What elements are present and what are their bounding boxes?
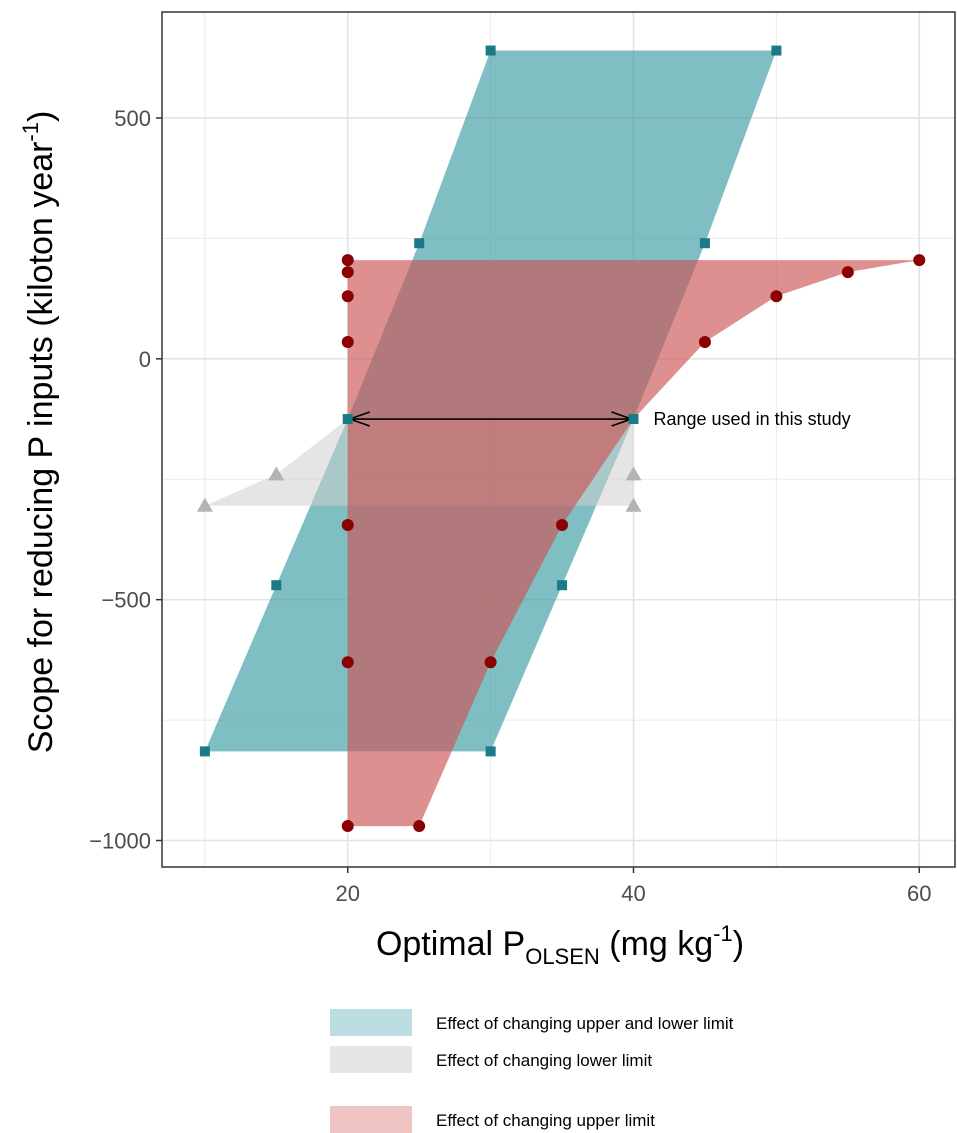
x-axis-title-superscript: -1 [713, 921, 733, 946]
y-tick-label: 0 [139, 347, 151, 372]
marker-square-point [199, 746, 210, 757]
area-upper [347, 260, 920, 827]
marker-circle-point [341, 254, 354, 267]
plot-border [161, 11, 956, 868]
y-axis-title-superscript: -1 [18, 122, 43, 142]
marker-square-point [771, 45, 782, 56]
y-tick-label: −1000 [89, 829, 151, 854]
marker-circle-point [341, 290, 354, 303]
marker-square-point [628, 414, 639, 425]
legend-label-lower: Effect of changing lower limit [436, 1051, 652, 1070]
legend: Effect of changing upper and lower limit… [330, 1009, 734, 1133]
marker-circle-point [770, 290, 783, 303]
marker-triangle-point [268, 466, 285, 481]
annotation-label: Range used in this study [654, 409, 851, 429]
x-axis-title-close: ) [733, 925, 744, 963]
marker-circle-point [913, 254, 926, 267]
y-axis-title: Scope for reducing P inputs (kiloton yea… [18, 111, 60, 754]
marker-circle-point [341, 266, 354, 279]
y-tick-label: 500 [114, 106, 151, 131]
marker-square-point [271, 580, 282, 591]
y-axis-title-main: Scope for reducing P inputs (kiloton yea… [22, 142, 60, 754]
x-tick-label: 20 [336, 881, 360, 906]
legend-key-upper [330, 1106, 412, 1133]
marker-square-point [485, 45, 496, 56]
legend-key-lower [330, 1046, 412, 1073]
marker-triangle-point [196, 497, 213, 512]
legend-key-upper-lower [330, 1009, 412, 1036]
marker-circle-point [341, 656, 354, 669]
marker-circle-point [413, 820, 426, 833]
x-axis-title-unit: (mg kg [600, 925, 713, 963]
series-points [196, 45, 926, 833]
series-areas [204, 50, 920, 827]
x-axis-title-subscript: OLSEN [525, 944, 600, 969]
x-axis-title-main: Optimal P [376, 925, 525, 963]
x-tick-label: 40 [621, 881, 645, 906]
marker-square-point [342, 414, 353, 425]
y-tick-label: −500 [101, 588, 151, 613]
marker-square-point [485, 746, 496, 757]
marker-square-point [414, 238, 425, 249]
marker-circle-point [341, 820, 354, 833]
y-axis-title-close: ) [22, 111, 60, 122]
marker-triangle-point [625, 497, 642, 512]
x-axis-title: Optimal POLSEN (mg kg-1) [376, 921, 744, 969]
legend-label-upper: Effect of changing upper limit [436, 1111, 655, 1130]
marker-circle-point [341, 519, 354, 531]
legend-label-upper-lower: Effect of changing upper and lower limit [436, 1014, 734, 1033]
marker-circle-point [341, 335, 354, 348]
marker-circle-point [841, 266, 854, 279]
marker-circle-point [484, 656, 497, 669]
x-tick-label: 60 [907, 881, 931, 906]
marker-circle-point [698, 335, 711, 348]
marker-square-point [699, 238, 710, 249]
axis-ticks: 20 40 60 500 0 −500 −1000 [89, 106, 931, 906]
marker-circle-point [556, 519, 569, 531]
marker-square-point [557, 580, 568, 591]
marker-triangle-point [625, 466, 642, 481]
